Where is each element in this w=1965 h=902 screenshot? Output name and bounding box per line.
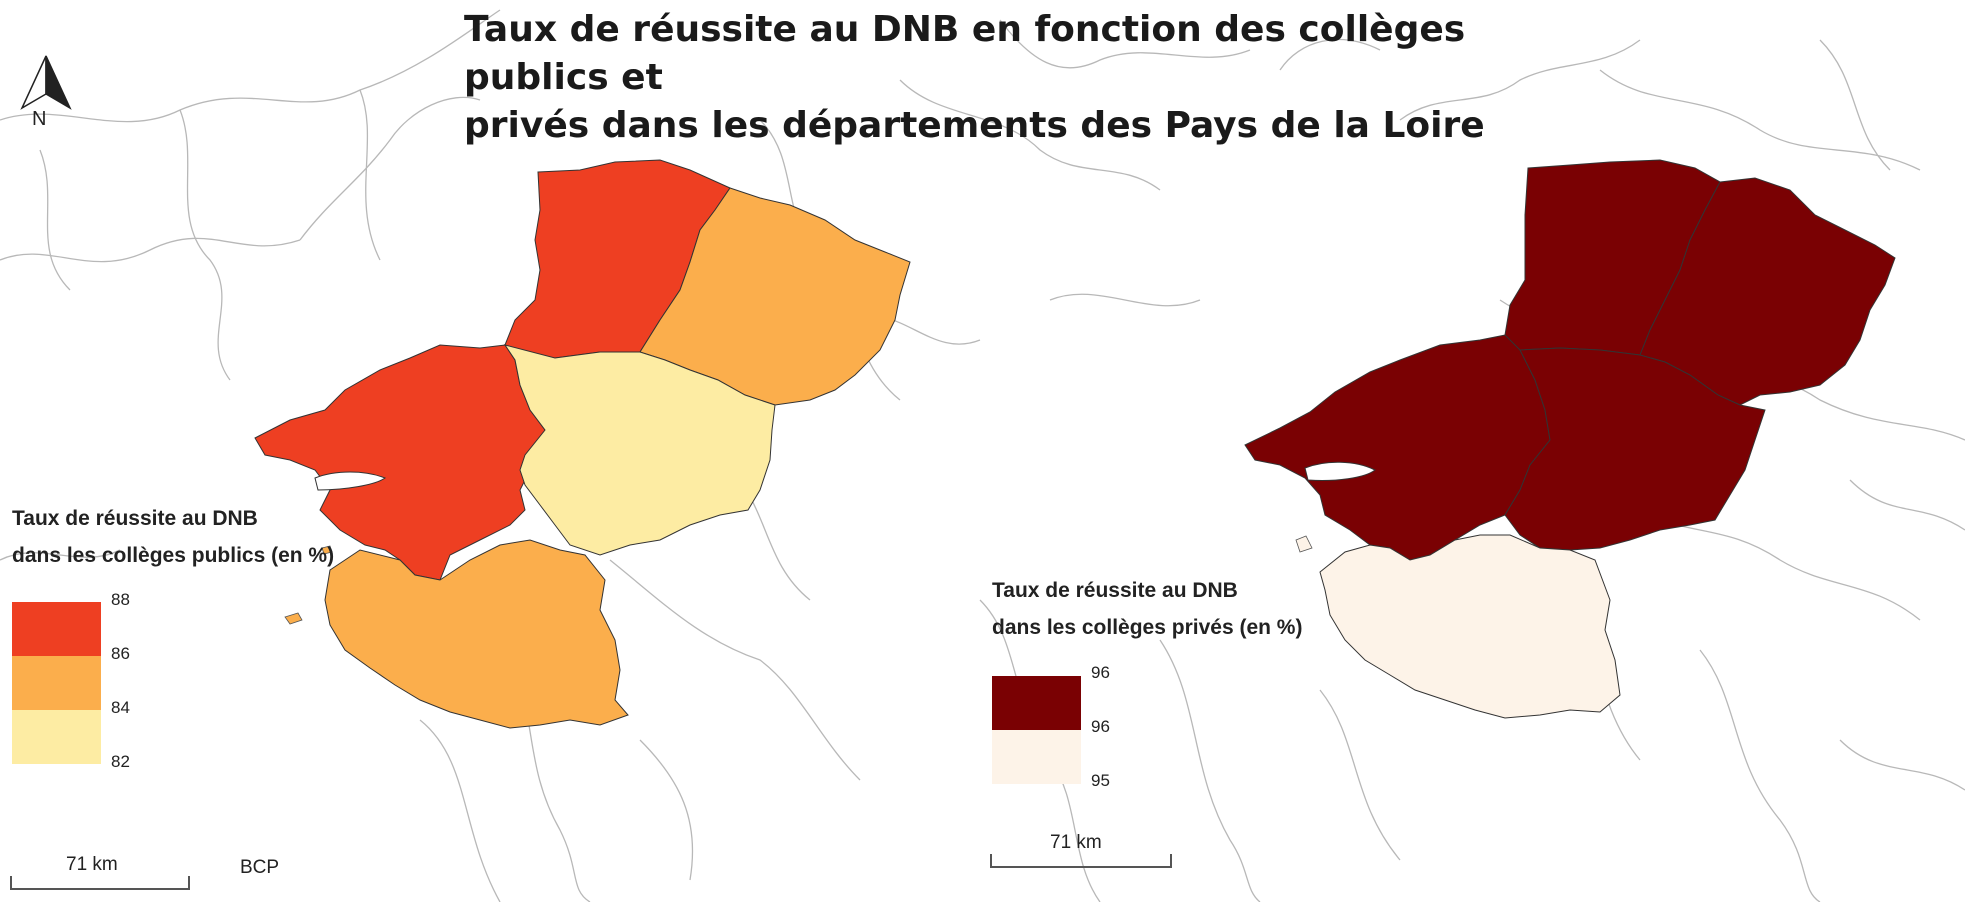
department-vendee[interactable] xyxy=(324,539,629,729)
legend-title-public: Taux de réussite au DNB dans les collège… xyxy=(12,507,335,567)
islands xyxy=(284,545,333,625)
north-arrow-icon xyxy=(20,55,72,110)
legend-tick: 86 xyxy=(111,644,130,663)
legend-swatch xyxy=(12,710,101,764)
legend-tick: 84 xyxy=(111,698,130,717)
legend-title-private: Taux de réussite au DNB dans les collège… xyxy=(992,579,1303,639)
department-vendee[interactable] xyxy=(1319,534,1621,719)
scale-bar-public xyxy=(10,876,190,890)
legend-tick: 96 xyxy=(1091,717,1110,736)
department-maine-et-loire[interactable] xyxy=(503,344,776,556)
map-title: Taux de réussite au DNB en fonction des … xyxy=(464,9,1485,146)
legend-swatch xyxy=(12,656,101,710)
department-loire-atlantique[interactable] xyxy=(254,344,556,581)
legend-swatch xyxy=(992,730,1081,784)
scale-bar-private xyxy=(990,854,1172,868)
department-loire-atlantique[interactable] xyxy=(1244,334,1551,561)
scale-label-private: 71 km xyxy=(1050,832,1102,853)
map-private-colleges xyxy=(1244,159,1896,719)
department-sarthe[interactable] xyxy=(639,187,911,406)
legend-tick: 82 xyxy=(111,752,130,771)
legend-swatch xyxy=(12,602,101,656)
legend-swatch xyxy=(992,676,1081,730)
north-arrow-label: N xyxy=(32,108,47,130)
department-maine-et-loire[interactable] xyxy=(1504,347,1766,551)
loire-estuary xyxy=(1304,461,1376,481)
department-sarthe[interactable] xyxy=(1639,177,1896,406)
legend-tick: 95 xyxy=(1091,771,1110,790)
loire-estuary xyxy=(314,471,387,491)
scale-label-public: 71 km xyxy=(66,854,118,875)
map-public-colleges xyxy=(254,159,911,729)
islands xyxy=(1295,535,1313,553)
legend-tick: 88 xyxy=(111,590,130,609)
legend-tick: 96 xyxy=(1091,663,1110,682)
map-credit: BCP xyxy=(240,857,280,878)
